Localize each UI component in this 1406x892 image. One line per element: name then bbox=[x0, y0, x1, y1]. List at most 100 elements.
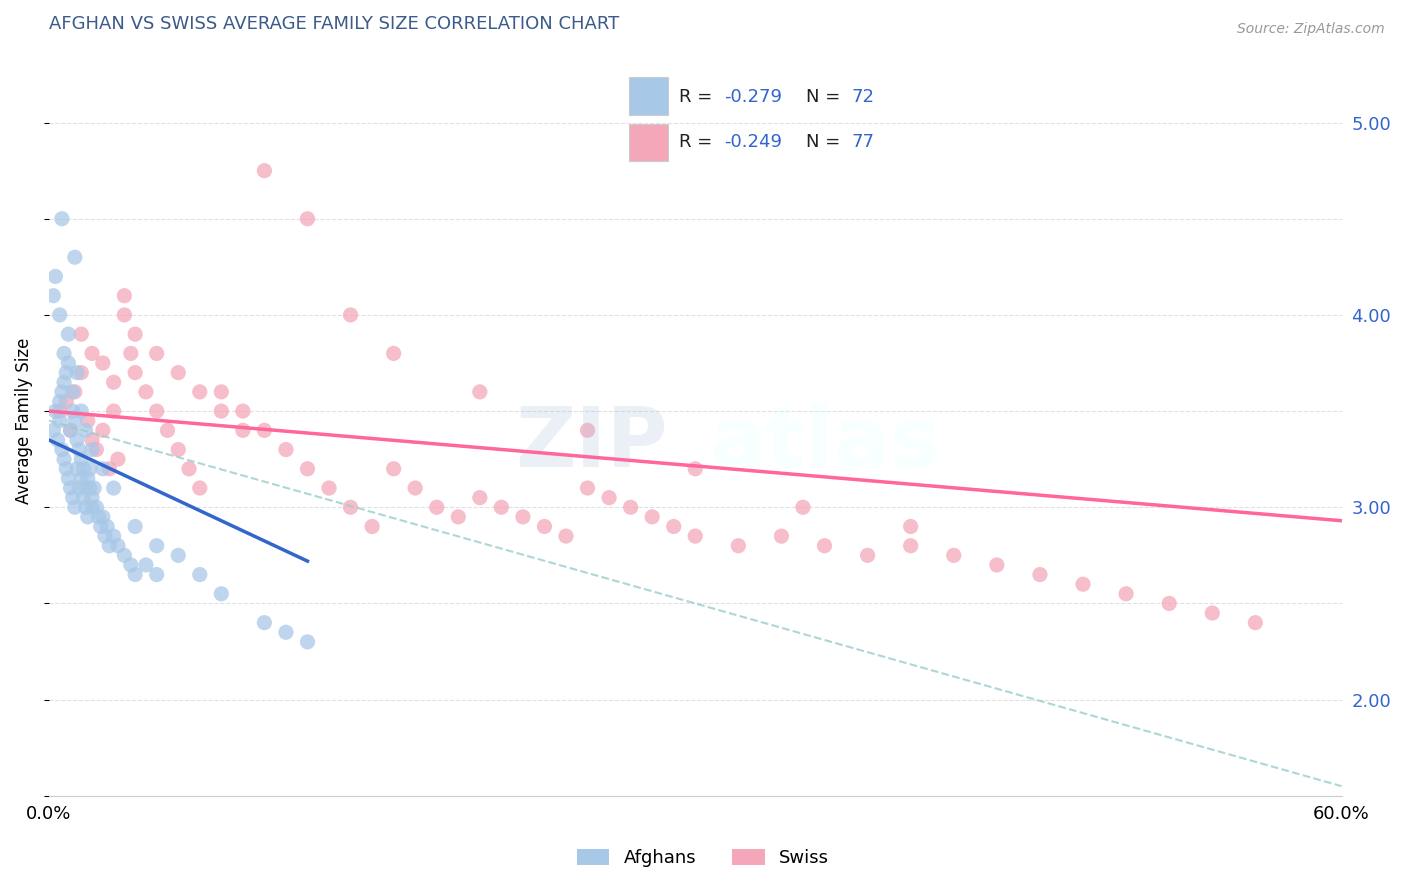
Point bbox=[598, 491, 620, 505]
Point bbox=[48, 394, 70, 409]
Point bbox=[124, 327, 146, 342]
Point bbox=[103, 404, 125, 418]
Point bbox=[91, 356, 114, 370]
Point bbox=[232, 404, 254, 418]
Point bbox=[91, 462, 114, 476]
Point bbox=[75, 423, 97, 437]
Text: ZIP: ZIP bbox=[516, 402, 668, 483]
Point bbox=[70, 327, 93, 342]
Point bbox=[145, 539, 167, 553]
Point bbox=[382, 346, 405, 360]
Point bbox=[48, 404, 70, 418]
Point bbox=[53, 346, 76, 360]
Point bbox=[253, 423, 276, 437]
Legend: Afghans, Swiss: Afghans, Swiss bbox=[569, 841, 837, 874]
Point bbox=[135, 384, 157, 399]
Point bbox=[683, 529, 706, 543]
Point bbox=[641, 509, 664, 524]
Point bbox=[156, 423, 179, 437]
Point bbox=[209, 384, 232, 399]
Point bbox=[79, 462, 101, 476]
Point bbox=[491, 500, 513, 515]
Point bbox=[55, 366, 77, 380]
Text: AFGHAN VS SWISS AVERAGE FAMILY SIZE CORRELATION CHART: AFGHAN VS SWISS AVERAGE FAMILY SIZE CORR… bbox=[49, 15, 619, 33]
Point bbox=[770, 529, 793, 543]
Point bbox=[900, 539, 922, 553]
Point bbox=[135, 558, 157, 572]
Point bbox=[63, 500, 86, 515]
Point bbox=[53, 376, 76, 390]
Point bbox=[86, 442, 108, 457]
Point bbox=[62, 404, 84, 418]
Point bbox=[76, 509, 98, 524]
Point bbox=[792, 500, 814, 515]
Point bbox=[91, 509, 114, 524]
Point bbox=[188, 481, 211, 495]
Text: Source: ZipAtlas.com: Source: ZipAtlas.com bbox=[1237, 22, 1385, 37]
Point bbox=[986, 558, 1008, 572]
Point bbox=[318, 481, 340, 495]
Point bbox=[62, 384, 84, 399]
Point bbox=[70, 452, 93, 467]
Point bbox=[103, 376, 125, 390]
Point bbox=[662, 519, 685, 533]
Point bbox=[67, 481, 90, 495]
Point bbox=[1115, 587, 1137, 601]
Point bbox=[51, 442, 73, 457]
Point bbox=[274, 625, 297, 640]
Point bbox=[96, 519, 118, 533]
Point bbox=[683, 462, 706, 476]
Point bbox=[46, 433, 69, 447]
Point bbox=[80, 500, 103, 515]
Point bbox=[232, 423, 254, 437]
Point bbox=[75, 500, 97, 515]
Point bbox=[87, 509, 110, 524]
Point bbox=[209, 587, 232, 601]
Point bbox=[124, 366, 146, 380]
Point bbox=[120, 346, 142, 360]
Point bbox=[145, 567, 167, 582]
Point bbox=[70, 471, 93, 485]
Point bbox=[124, 567, 146, 582]
Point bbox=[468, 491, 491, 505]
Point bbox=[86, 500, 108, 515]
Point bbox=[103, 481, 125, 495]
Point bbox=[1071, 577, 1094, 591]
Point bbox=[145, 346, 167, 360]
Point bbox=[120, 558, 142, 572]
Point bbox=[813, 539, 835, 553]
Point bbox=[145, 404, 167, 418]
Point bbox=[576, 481, 599, 495]
Point bbox=[58, 471, 80, 485]
Point bbox=[48, 414, 70, 428]
Point bbox=[112, 308, 135, 322]
Point bbox=[70, 404, 93, 418]
Point bbox=[339, 308, 361, 322]
Point bbox=[80, 442, 103, 457]
Point bbox=[1201, 606, 1223, 620]
Point bbox=[80, 491, 103, 505]
Point bbox=[55, 462, 77, 476]
Point bbox=[98, 462, 121, 476]
Point bbox=[274, 442, 297, 457]
Point bbox=[1159, 596, 1181, 610]
Point bbox=[512, 509, 534, 524]
Point bbox=[167, 442, 190, 457]
Point bbox=[76, 471, 98, 485]
Point bbox=[576, 423, 599, 437]
Point bbox=[58, 356, 80, 370]
Point bbox=[555, 529, 578, 543]
Point bbox=[44, 404, 66, 418]
Point bbox=[63, 384, 86, 399]
Point bbox=[103, 529, 125, 543]
Point bbox=[80, 433, 103, 447]
Point bbox=[98, 539, 121, 553]
Point bbox=[59, 481, 82, 495]
Point bbox=[66, 462, 89, 476]
Point bbox=[188, 384, 211, 399]
Point bbox=[209, 404, 232, 418]
Point bbox=[90, 519, 112, 533]
Point bbox=[339, 500, 361, 515]
Point bbox=[468, 384, 491, 399]
Point bbox=[382, 462, 405, 476]
